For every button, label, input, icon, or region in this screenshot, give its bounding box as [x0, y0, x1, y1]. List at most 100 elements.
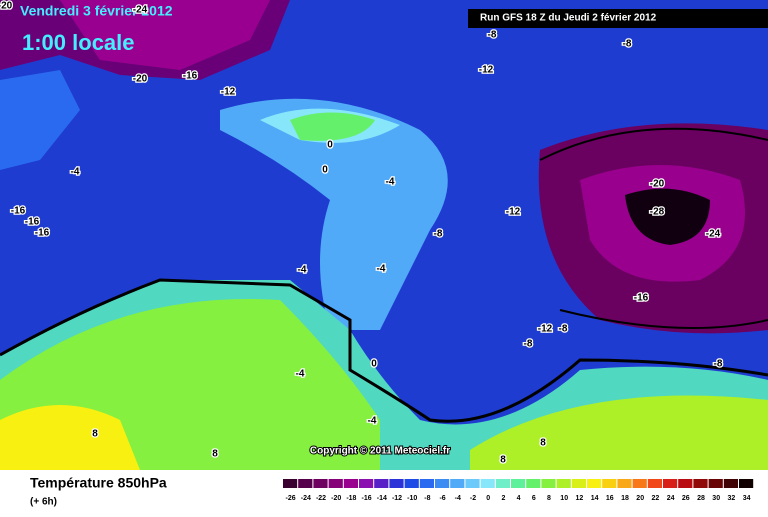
contour-label: -16: [35, 228, 50, 239]
warm-region: [0, 405, 140, 470]
legend-swatch: [678, 479, 693, 488]
legend-label: 4: [517, 495, 521, 502]
contour-label: -12: [479, 65, 494, 76]
legend-label: 34: [743, 495, 751, 502]
legend-label: -6: [439, 495, 445, 502]
legend-label: -14: [377, 495, 387, 502]
legend-label: -20: [331, 495, 341, 502]
contour-label: -4: [368, 416, 377, 427]
contour-label: -20: [650, 179, 665, 190]
contour-label: -20: [133, 74, 148, 85]
footer-subtitle: (+ 6h): [30, 497, 57, 508]
contour-label: -8: [488, 30, 497, 41]
legend-swatch: [359, 479, 374, 488]
contour-label: 8: [540, 438, 546, 449]
legend-label: -10: [407, 495, 417, 502]
legend-label: 20: [636, 495, 644, 502]
contour-label: 0: [322, 165, 328, 176]
contour-label: -4: [296, 369, 305, 380]
legend-label: -24: [301, 495, 311, 502]
legend-label: 32: [728, 495, 736, 502]
legend-swatch: [389, 479, 404, 488]
legend-label: -4: [455, 495, 461, 502]
legend-label: 8: [547, 495, 551, 502]
warm-region: [470, 395, 768, 470]
legend-label: -26: [286, 495, 296, 502]
legend-label: 16: [606, 495, 614, 502]
legend-label: -16: [362, 495, 372, 502]
footer-title: Température 850hPa: [30, 475, 167, 491]
region: [220, 98, 448, 330]
contour-label: -20: [0, 1, 13, 12]
copyright: Copyright © 2011 Meteociel.fr: [310, 446, 450, 457]
contour-label: 8: [92, 429, 98, 440]
legend-swatch: [587, 479, 602, 488]
date: Vendredi 3 février 2012: [20, 3, 173, 19]
legend-swatch: [693, 479, 708, 488]
contour-label: -8: [559, 324, 568, 335]
legend-swatch: [404, 479, 419, 488]
legend-label: 30: [712, 495, 720, 502]
contour-label: -8: [434, 229, 443, 240]
region: [290, 112, 375, 141]
contour-label: -4: [386, 177, 395, 188]
legend-label: 14: [591, 495, 599, 502]
contour-label: -8: [714, 359, 723, 370]
contour-label: -8: [623, 39, 632, 50]
contour-label: 8: [212, 449, 218, 460]
contour-label: -16: [25, 217, 40, 228]
legend-swatch: [663, 479, 678, 488]
legend-swatch: [419, 479, 434, 488]
contour-label: -28: [650, 207, 665, 218]
legend-label: -22: [316, 495, 326, 502]
legend-label: -2: [470, 495, 476, 502]
legend-swatch: [465, 479, 480, 488]
legend-swatch: [602, 479, 617, 488]
cold-region: [60, 0, 270, 70]
isotherm: [539, 127, 768, 329]
legend-label: 2: [501, 495, 505, 502]
legend-swatch: [708, 479, 723, 488]
legend-label: 0: [486, 495, 490, 502]
zero-isotherm: [0, 278, 768, 423]
legend-label: 18: [621, 495, 629, 502]
region: [0, 70, 80, 170]
contour-label: 8: [500, 455, 506, 466]
legend-swatch: [495, 479, 510, 488]
cold-region: [625, 188, 710, 245]
legend-label: 6: [532, 495, 536, 502]
legend-label: 12: [576, 495, 584, 502]
run-info: Run GFS 18 Z du Jeudi 2 février 2012: [480, 13, 657, 24]
legend-swatch: [739, 479, 754, 488]
legend-label: -12: [392, 495, 402, 502]
legend-swatch: [328, 479, 343, 488]
legend-swatch: [541, 479, 556, 488]
contour-label: -24: [706, 229, 721, 240]
footer: [0, 470, 768, 512]
legend-swatch: [723, 479, 738, 488]
legend-swatch: [556, 479, 571, 488]
legend-swatch: [450, 479, 465, 488]
legend-swatch: [480, 479, 495, 488]
legend-label: 28: [697, 495, 705, 502]
contour-label: -12: [506, 207, 521, 218]
legend-label: 10: [560, 495, 568, 502]
contour-label: 0: [327, 140, 333, 151]
legend-swatch: [313, 479, 328, 488]
contour-label: -16: [634, 293, 649, 304]
legend-label: 26: [682, 495, 690, 502]
legend-swatch: [647, 479, 662, 488]
legend-swatch: [283, 479, 298, 488]
legend-swatch: [511, 479, 526, 488]
contour-label: -16: [183, 71, 198, 82]
contour-label: -16: [11, 206, 26, 217]
legend-swatch: [617, 479, 632, 488]
time: 1:00 locale: [22, 30, 135, 55]
legend-label: 22: [652, 495, 660, 502]
legend-label: -8: [424, 495, 430, 502]
contour-label: -24: [133, 5, 148, 16]
legend-swatch: [435, 479, 450, 488]
legend-swatch: [298, 479, 313, 488]
contour-label: -4: [298, 265, 307, 276]
